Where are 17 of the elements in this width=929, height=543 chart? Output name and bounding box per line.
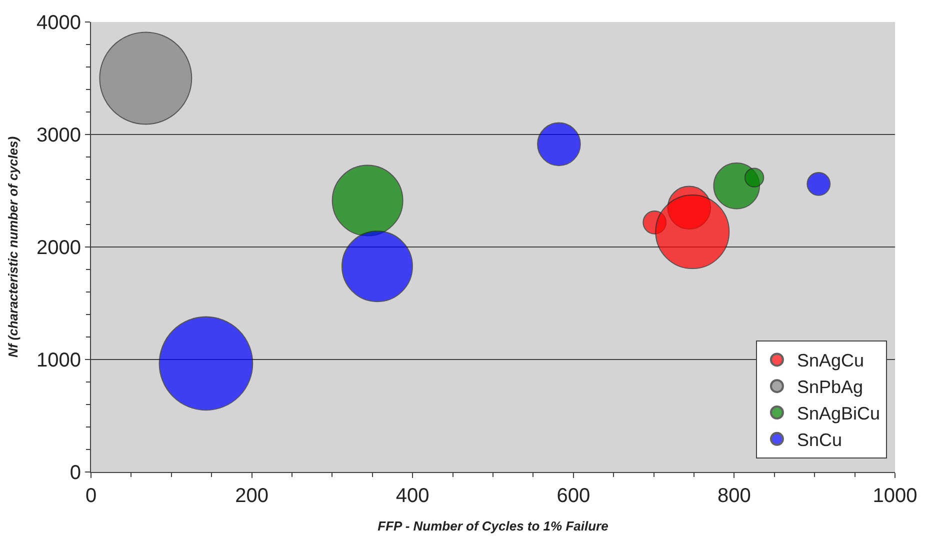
y-tick-label: 4000 [36, 12, 81, 34]
x-tick-label: 0 [85, 485, 97, 507]
y-axis-title: Nf (characteristic number of cycles) [5, 136, 20, 358]
x-tick-label: 600 [556, 485, 590, 507]
x-axis-title: FFP - Number of Cycles to 1% Failure [378, 518, 608, 534]
x-tick-label: 1000 [872, 485, 918, 507]
x-tick-label: 800 [718, 485, 751, 507]
y-tick-label: 1000 [36, 350, 81, 372]
legend-label: SnCu [796, 430, 842, 450]
y-tick-label: 0 [70, 462, 81, 484]
legend-label: SnAgCu [796, 350, 864, 371]
x-tick-label: 400 [396, 485, 430, 507]
x-tick-label: 200 [235, 485, 268, 507]
legend-label: SnPbAg [796, 377, 864, 398]
y-tick-label: 2000 [36, 237, 81, 259]
legend-label: SnAgBiCu [796, 404, 880, 424]
y-tick-label: 3000 [36, 124, 81, 146]
